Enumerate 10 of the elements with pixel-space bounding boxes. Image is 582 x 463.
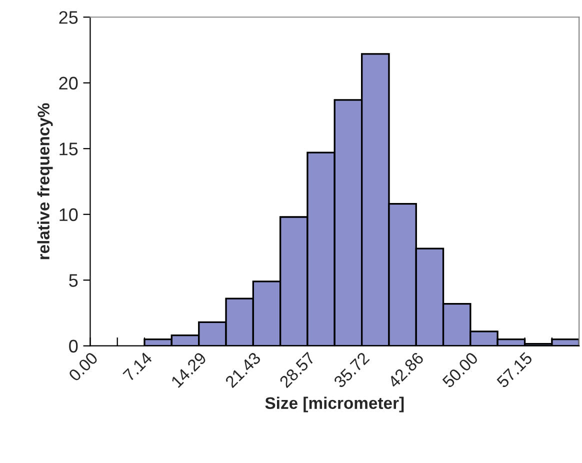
y-tick-label: 20: [59, 76, 78, 90]
x-tick-label: 7.14: [122, 352, 153, 382]
y-tick-label: 10: [60, 208, 78, 222]
x-axis-title: Size [micrometer]: [265, 396, 404, 412]
x-tick-label: 0.00: [68, 351, 98, 382]
y-tick-label: 0: [69, 340, 78, 353]
y-tick-label: 25: [59, 11, 78, 24]
y-axis-title: relative frequency%: [37, 103, 53, 260]
y-tick-label: 15: [60, 142, 78, 156]
y-tick-label: 5: [69, 274, 78, 287]
